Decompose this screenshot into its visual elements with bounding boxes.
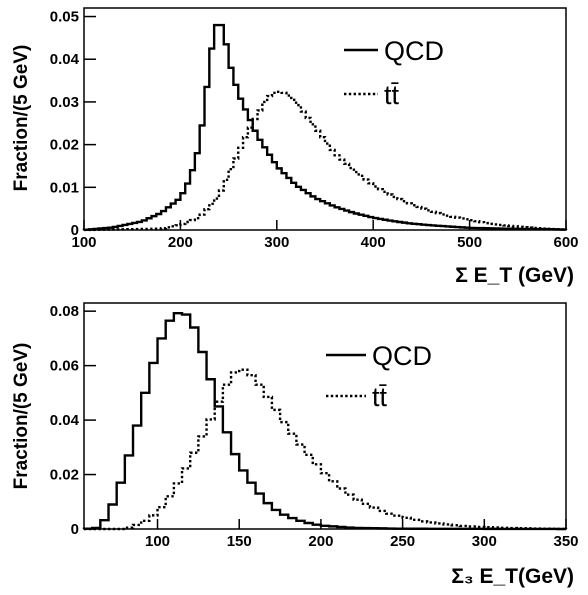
- top-y-tick-label: 0.04: [50, 51, 80, 68]
- top-x-tick-label: 600: [553, 234, 578, 251]
- bottom-series-qcd: [82, 312, 568, 531]
- bottom-x-tick-label: 100: [145, 533, 170, 550]
- bottom-x-axis-label: Σ₃ E_T(GeV): [451, 565, 574, 588]
- bottom-y-tick-label: 0: [71, 521, 79, 538]
- bottom-x-tick-label: 150: [227, 533, 252, 550]
- top-x-axis-label: Σ E_T (GeV): [455, 264, 574, 287]
- top-x-tick-label: 300: [264, 234, 289, 251]
- bottom-x-tick-label: 200: [308, 533, 333, 550]
- bottom-legend-tt-label: tt̄: [372, 382, 388, 412]
- top-series-tt: [82, 90, 568, 232]
- bottom-plot-frame: [83, 302, 567, 530]
- bottom-x-tick-label: 350: [553, 533, 578, 550]
- bottom-y-tick-label: 0.02: [50, 467, 79, 484]
- top-y-ticks: 0 0.01 0.02 0.03 0.04 0.05: [50, 9, 96, 239]
- bottom-series-tt: [84, 368, 568, 531]
- top-x-tick-label: 400: [361, 234, 386, 251]
- top-legend-tt-label: tt̄: [384, 80, 400, 110]
- bottom-y-tick-label: 0.04: [50, 412, 80, 429]
- top-panel: Fraction/(5 GeV) 0 0.01 0.02 0.03 0.04 0.05 1…: [11, 7, 579, 287]
- top-x-tick-label: 100: [71, 234, 96, 251]
- top-y-tick-label: 0.01: [50, 179, 79, 196]
- top-series-qcd: [82, 23, 568, 231]
- top-y-tick-label: 0.05: [50, 9, 79, 26]
- bottom-x-tick-label: 300: [472, 533, 497, 550]
- top-x-tick-label: 200: [168, 234, 193, 251]
- top-x-ticks: 100 200 300 400 500 600: [71, 220, 579, 251]
- bottom-y-tick-label: 0.06: [50, 358, 79, 375]
- bottom-y-tick-label: 0.08: [50, 303, 79, 320]
- top-x-tick-label: 500: [457, 234, 482, 251]
- bottom-x-ticks: 100 150 200 250 300 350: [145, 519, 579, 550]
- top-plot-frame: [83, 7, 567, 231]
- top-legend-qcd-label: QCD: [384, 36, 444, 66]
- top-y-axis-label: Fraction/(5 GeV): [11, 45, 32, 192]
- bottom-panel: Fraction/(5 GeV) 0 0.02 0.04 0.06 0.08 100 15…: [11, 302, 579, 588]
- bottom-y-axis-label: Fraction/(5 GeV): [11, 343, 32, 490]
- top-y-tick-label: 0.02: [50, 137, 79, 154]
- bottom-y-ticks: 0 0.02 0.04 0.06 0.08: [50, 303, 96, 538]
- top-y-tick-label: 0.03: [50, 94, 79, 111]
- bottom-x-tick-label: 250: [390, 533, 415, 550]
- bottom-legend-qcd-label: QCD: [372, 341, 432, 371]
- top-y-tick-label: 0: [71, 222, 79, 239]
